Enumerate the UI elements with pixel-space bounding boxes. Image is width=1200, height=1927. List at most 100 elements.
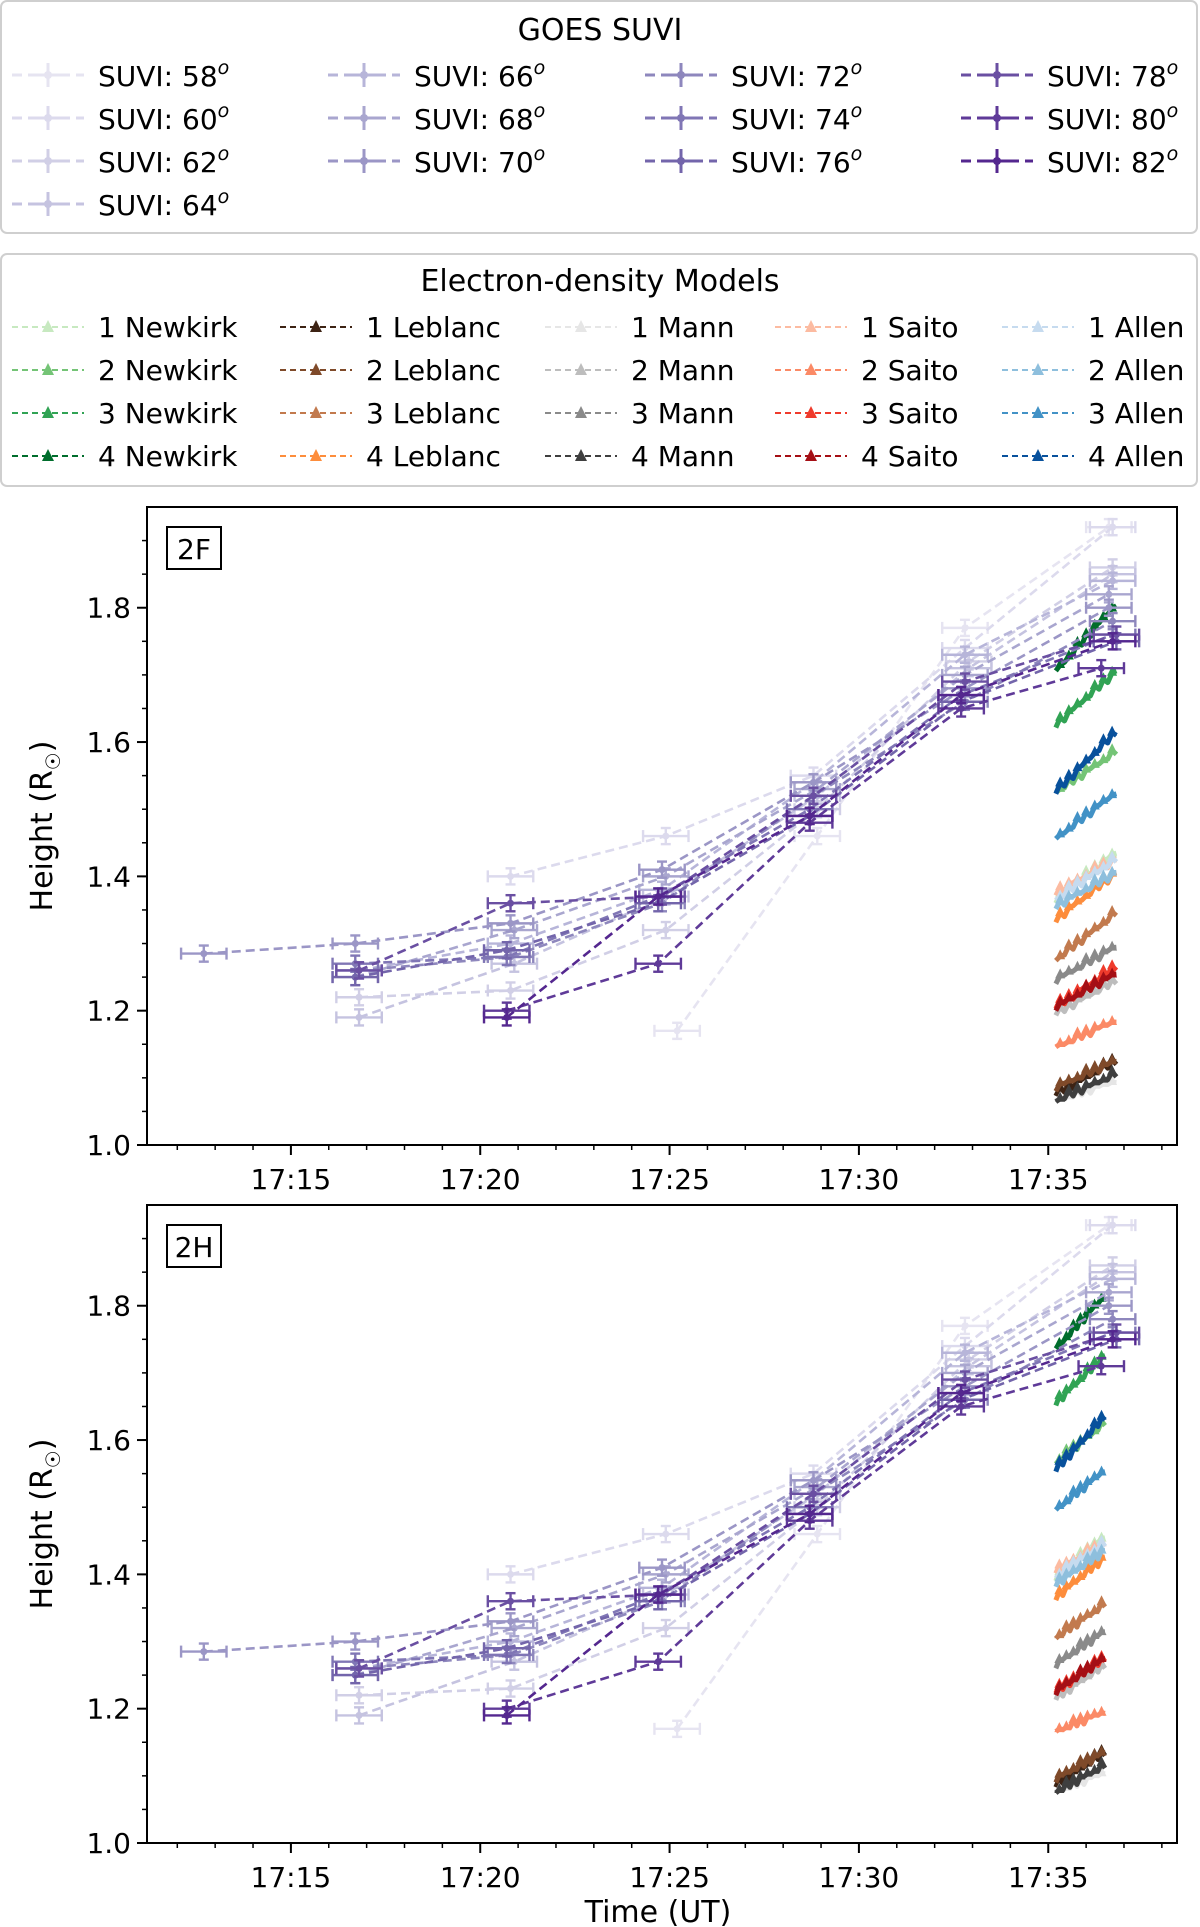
data-point [789, 786, 838, 806]
model-track-marker [1075, 1754, 1086, 1765]
y-tick-label: 1.6 [86, 726, 131, 759]
model-track-marker [1055, 949, 1066, 960]
suvi-legend-item-suvi-76: SUVI: 76o [645, 143, 862, 179]
point-marker [673, 1027, 681, 1035]
model-legend-item-4-newkirk: 4 Newkirk [12, 440, 238, 473]
model-track-marker [1098, 869, 1109, 880]
series-suvi-78 [335, 1323, 1141, 1678]
model-legend-label: 2 Newkirk [98, 354, 238, 387]
model-track-marker [1054, 1499, 1065, 1510]
point-marker [654, 893, 662, 901]
model-track-marker [1068, 1772, 1079, 1783]
point-marker [961, 1349, 969, 1357]
legend-marker [993, 71, 1001, 79]
point-marker [1105, 590, 1113, 598]
legend-triangle [575, 449, 587, 461]
model-track-marker [1063, 938, 1074, 949]
legend-triangle [310, 320, 322, 332]
point-marker [507, 899, 515, 907]
model-legend-label: 4 Newkirk [98, 440, 238, 473]
model-track-marker [1072, 761, 1083, 772]
point-marker [1109, 1221, 1117, 1229]
model-track-marker [1107, 743, 1118, 754]
series-suvi-82 [482, 632, 1137, 1027]
model-track-marker [1075, 1551, 1086, 1562]
data-point [793, 826, 842, 846]
model-track-marker [1075, 1636, 1086, 1647]
model-track-marker [1068, 1563, 1079, 1574]
model-track-marker [1081, 978, 1092, 989]
model-track-marker [1061, 1676, 1072, 1687]
point-marker [662, 926, 670, 934]
model-track-marker [1107, 865, 1118, 876]
model-track-2-allen [1053, 1543, 1107, 1588]
model-track-marker [1072, 1081, 1083, 1092]
series-line [359, 1264, 1114, 1697]
model-track-marker [1068, 1574, 1079, 1585]
model-track-marker [1082, 1766, 1093, 1777]
point-marker [355, 1013, 363, 1021]
point-marker [654, 960, 662, 968]
model-track-marker [1055, 710, 1066, 721]
point-marker [1097, 1362, 1105, 1370]
suvi-legend-item-suvi-72: SUVI: 72o [645, 57, 862, 93]
model-track-3-allen [1054, 788, 1118, 841]
series-suvi-76 [331, 632, 1141, 987]
model-legend-label: 2 Saito [861, 354, 959, 387]
model-track-4-mann [1054, 1755, 1108, 1795]
model-track-marker [1089, 1655, 1100, 1666]
model-track-marker [1075, 1371, 1086, 1382]
model-track-marker [1098, 944, 1109, 955]
legend-triangle [42, 320, 54, 332]
model-track-marker [1063, 1083, 1074, 1094]
model-legend-label: 1 Newkirk [98, 311, 238, 344]
model-track-marker [1089, 1416, 1100, 1427]
model-track-marker [1055, 776, 1066, 787]
model-track-marker [1055, 905, 1066, 916]
model-track-marker [1089, 1547, 1100, 1558]
model-legend-item-2-leblanc: 2 Leblanc [280, 354, 501, 387]
point-marker [662, 1530, 670, 1538]
model-track-marker [1089, 921, 1100, 932]
series-line [358, 633, 1117, 972]
point-marker [961, 1322, 969, 1330]
point-marker [813, 1530, 821, 1538]
model-track-marker [1096, 1625, 1107, 1636]
legend-triangle [310, 363, 322, 375]
series-line [355, 1331, 1114, 1663]
model-track-marker [1082, 1607, 1093, 1618]
model-track-marker [1072, 987, 1083, 998]
model-track-marker [1072, 810, 1083, 821]
point-marker [654, 1658, 662, 1666]
model-track-marker [1068, 1645, 1079, 1656]
point-marker [957, 1389, 965, 1397]
panel-2F: Height (R☉) 1.0 1.2 1.4 1.6 1.8 17:15 17:20 17:… [25, 506, 1178, 1196]
data-point [335, 987, 383, 1007]
model-track-marker [1061, 1649, 1072, 1660]
series-suvi-72 [335, 611, 1137, 980]
model-legend-label: 3 Saito [861, 397, 959, 430]
series-suvi-66 [335, 1269, 1137, 1678]
model-track-4-allen [1053, 1409, 1107, 1473]
y-tick-label: 1.8 [86, 592, 131, 625]
model-legend-label: 3 Leblanc [366, 397, 501, 430]
data-point [335, 1685, 383, 1705]
model-legend-item-4-leblanc: 4 Leblanc [280, 440, 501, 473]
suvi-legend-item-suvi-74: SUVI: 74o [645, 100, 862, 136]
legend-triangle [1032, 363, 1044, 375]
series-suvi-82 [482, 1330, 1137, 1725]
model-legend-label: 4 Allen [1088, 440, 1184, 473]
model-legend-item-3-allen: 3 Allen [1002, 397, 1184, 430]
x-axis-label: Time (UT) [584, 1895, 732, 1927]
legend-triangle [805, 449, 817, 461]
suvi-legend-label: SUVI: 74o [731, 100, 862, 136]
point-marker [658, 866, 666, 874]
model-track-marker [1096, 1465, 1107, 1476]
model-track-marker [1081, 882, 1092, 893]
data-point [641, 826, 690, 846]
model-track-marker [1096, 1409, 1107, 1420]
data-point [793, 1524, 842, 1544]
model-track-marker [1055, 1037, 1066, 1048]
model-track-marker [1081, 888, 1092, 899]
model-legend-label: 3 Mann [631, 397, 735, 430]
